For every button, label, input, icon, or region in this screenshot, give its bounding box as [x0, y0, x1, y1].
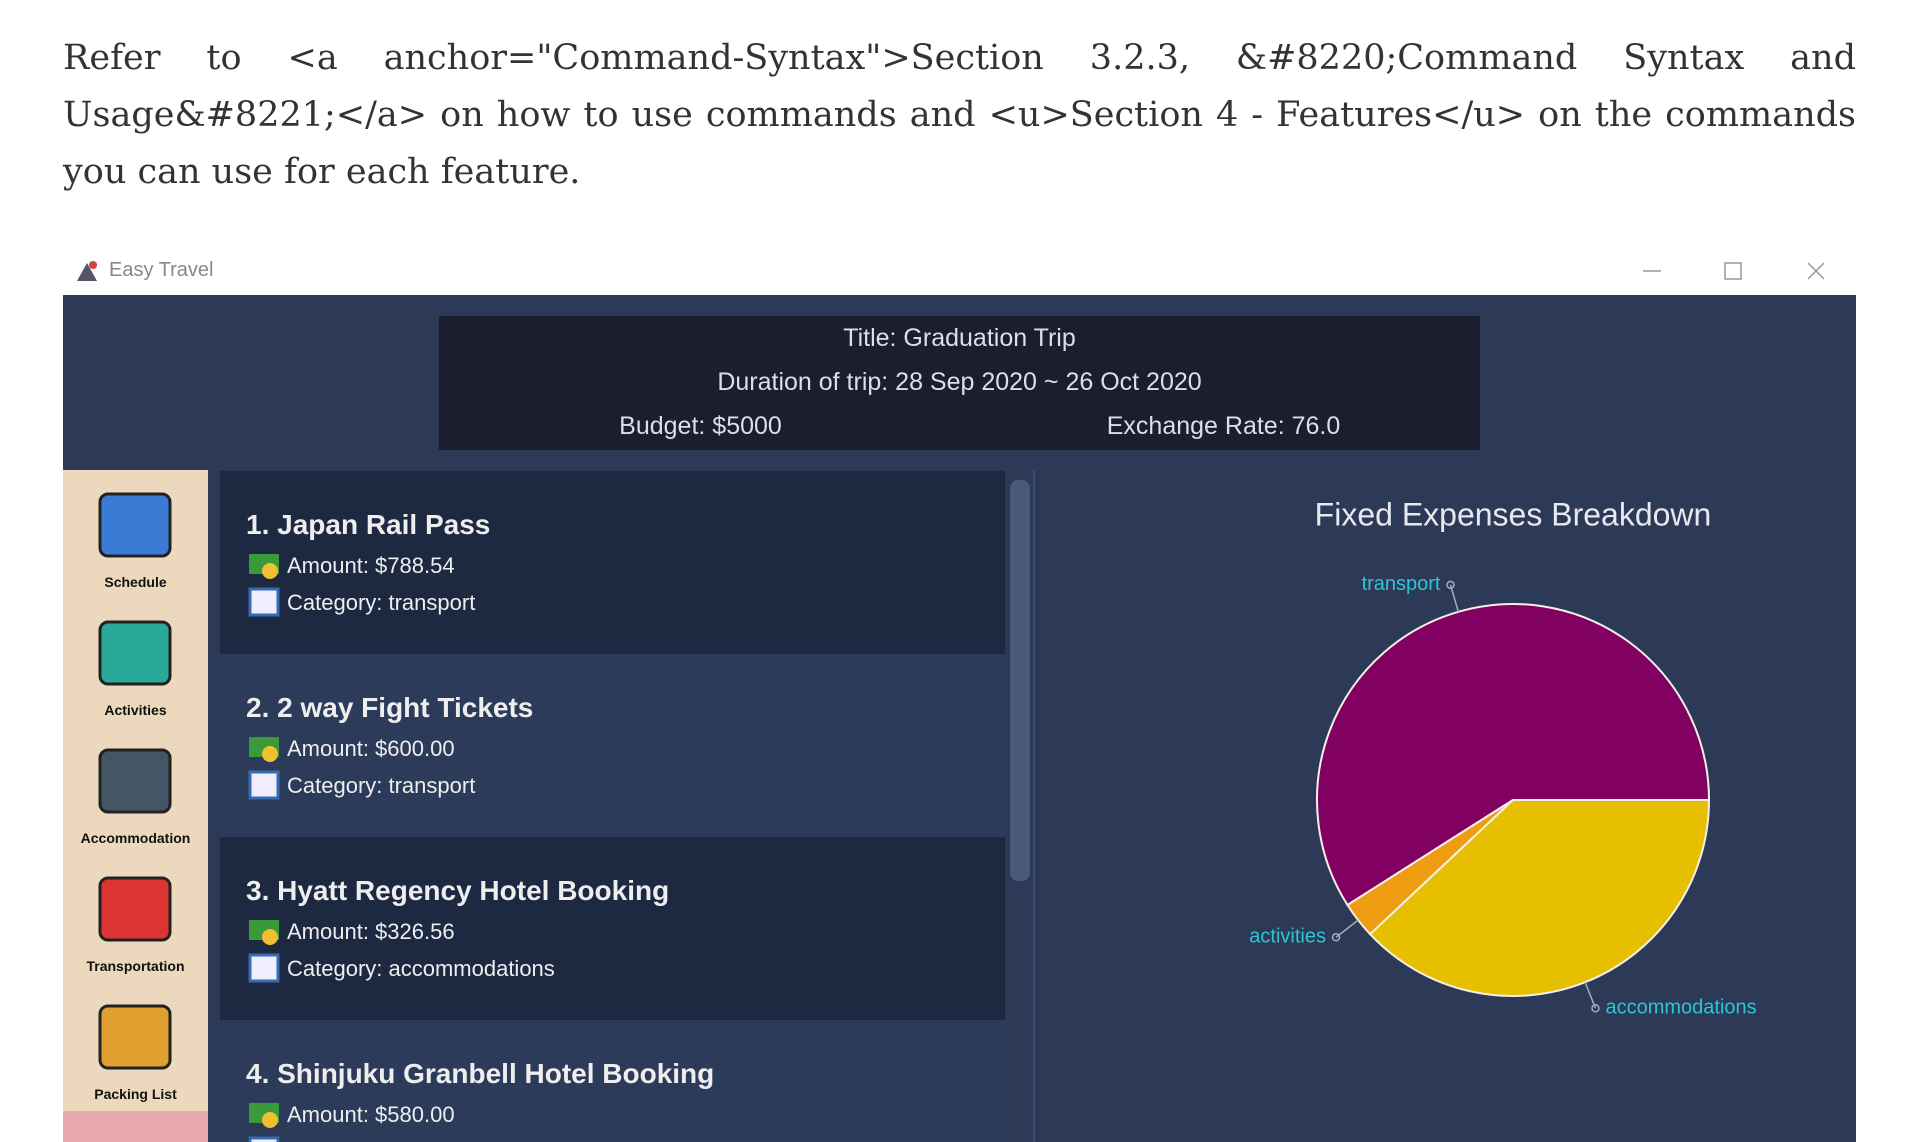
icon-shape [248, 587, 280, 617]
app-window: Title: Graduation Trip Duration of trip:… [63, 295, 1856, 1142]
sidebar-icon[interactable] [88, 610, 183, 700]
leader-line [1335, 919, 1359, 938]
expense-card[interactable]: 3. Hyatt Regency Hotel Booking Amount: $3… [220, 837, 1005, 1020]
category-icon [248, 1136, 280, 1142]
expense-amount: Amount: $600.00 [287, 736, 455, 761]
icon-shape [248, 1136, 280, 1142]
expense-amount: Amount: $788.54 [287, 553, 455, 578]
amount-icon [249, 1103, 279, 1128]
amount-icon [249, 554, 279, 579]
expense-title: 1. Japan Rail Pass [246, 509, 491, 540]
expense-category: Category: accommodations [287, 1139, 555, 1142]
trip-header: Title: Graduation Trip Duration of trip:… [439, 316, 1480, 450]
slice-label: transport [1362, 573, 1441, 595]
sidebar-label[interactable]: Transportation [86, 958, 185, 974]
leader-line [1449, 584, 1460, 612]
expense-title: 3. Hyatt Regency Hotel Booking [246, 875, 670, 906]
amount-icon [249, 920, 279, 945]
sidebar-icon[interactable] [88, 866, 183, 956]
expense-category: Category: transport [287, 773, 476, 798]
exchange-rate: Exchange Rate: 76.0 [1106, 412, 1341, 440]
window-title: Easy Travel [109, 259, 214, 281]
category-icon [248, 770, 280, 800]
leader-dot [1591, 1004, 1600, 1013]
leader-line [1584, 981, 1597, 1009]
sidebar: Schedule Activities Accommodation Transport… [63, 470, 208, 1142]
leader-dot [1331, 933, 1341, 942]
expense-amount: Amount: $326.56 [287, 919, 455, 944]
sidebar-label[interactable]: Activities [104, 702, 167, 718]
paragraph: Refer to <a anchor="Command-Syntax">Sect… [63, 38, 1856, 192]
icon-shape [98, 1004, 172, 1070]
trip-budget: Budget: $5000 [619, 412, 782, 440]
maximize[interactable] [1724, 262, 1742, 280]
expense-card[interactable]: 1. Japan Rail Pass Amount: $788.54 Categor… [220, 471, 1005, 654]
trip-title: Title: Graduation Trip [843, 324, 1076, 352]
sidebar-icon[interactable] [88, 482, 183, 572]
expense-title: 2. 2 way Fight Tickets [246, 692, 534, 723]
slice-label: activities [1249, 926, 1326, 948]
expense-card[interactable]: 4. Shinjuku Granbell Hotel Booking Amount… [220, 1020, 1005, 1142]
icon-shape [248, 953, 280, 983]
chart-title: Fixed Expenses Breakdown [1315, 496, 1712, 532]
category-icon [248, 953, 280, 983]
icon-shape [248, 770, 280, 800]
icon-shape [98, 748, 172, 814]
divider [1033, 470, 1035, 1142]
category-icon [248, 587, 280, 617]
pie-slice [1368, 799, 1711, 997]
trip-duration: Duration of trip: 28 Sep 2020 ~ 26 Oct 2… [717, 368, 1202, 396]
icon-shape [262, 746, 278, 762]
pie-chart: Fixed Expenses Breakdown transport activit… [1249, 496, 1756, 1019]
icon-shape [262, 1112, 278, 1128]
leader-dot [1446, 580, 1455, 590]
window-controls [1643, 262, 1825, 280]
icon-shape [98, 876, 172, 942]
icon-shape [98, 620, 172, 686]
sidebar-active [63, 1111, 208, 1142]
icon-shape [98, 492, 172, 558]
app-icon [77, 261, 97, 281]
title-bar: Easy Travel [63, 247, 1856, 295]
sidebar-label[interactable]: Accommodation [80, 830, 191, 846]
scrollbar[interactable] [1010, 480, 1030, 881]
sidebar-icon[interactable] [88, 994, 183, 1084]
sidebar-label[interactable]: Packing List [94, 1086, 177, 1102]
pie-slice [1316, 603, 1711, 907]
expense-category: Category: transport [287, 590, 476, 615]
expense-amount: Amount: $580.00 [287, 1102, 455, 1127]
amount-icon [249, 737, 279, 762]
icon-shape [262, 929, 278, 945]
expense-title: 4. Shinjuku Granbell Hotel Booking [246, 1058, 715, 1089]
sidebar-label[interactable]: Schedule [104, 574, 167, 590]
expense-category: Category: accommodations [287, 956, 555, 981]
icon-shape [262, 563, 278, 579]
sidebar-icon[interactable] [88, 738, 183, 828]
expense-card[interactable]: 2. 2 way Fight Tickets Amount: $600.00 Cat… [220, 654, 1005, 837]
close[interactable] [1807, 262, 1825, 280]
slice-label: accommodations [1605, 997, 1756, 1019]
